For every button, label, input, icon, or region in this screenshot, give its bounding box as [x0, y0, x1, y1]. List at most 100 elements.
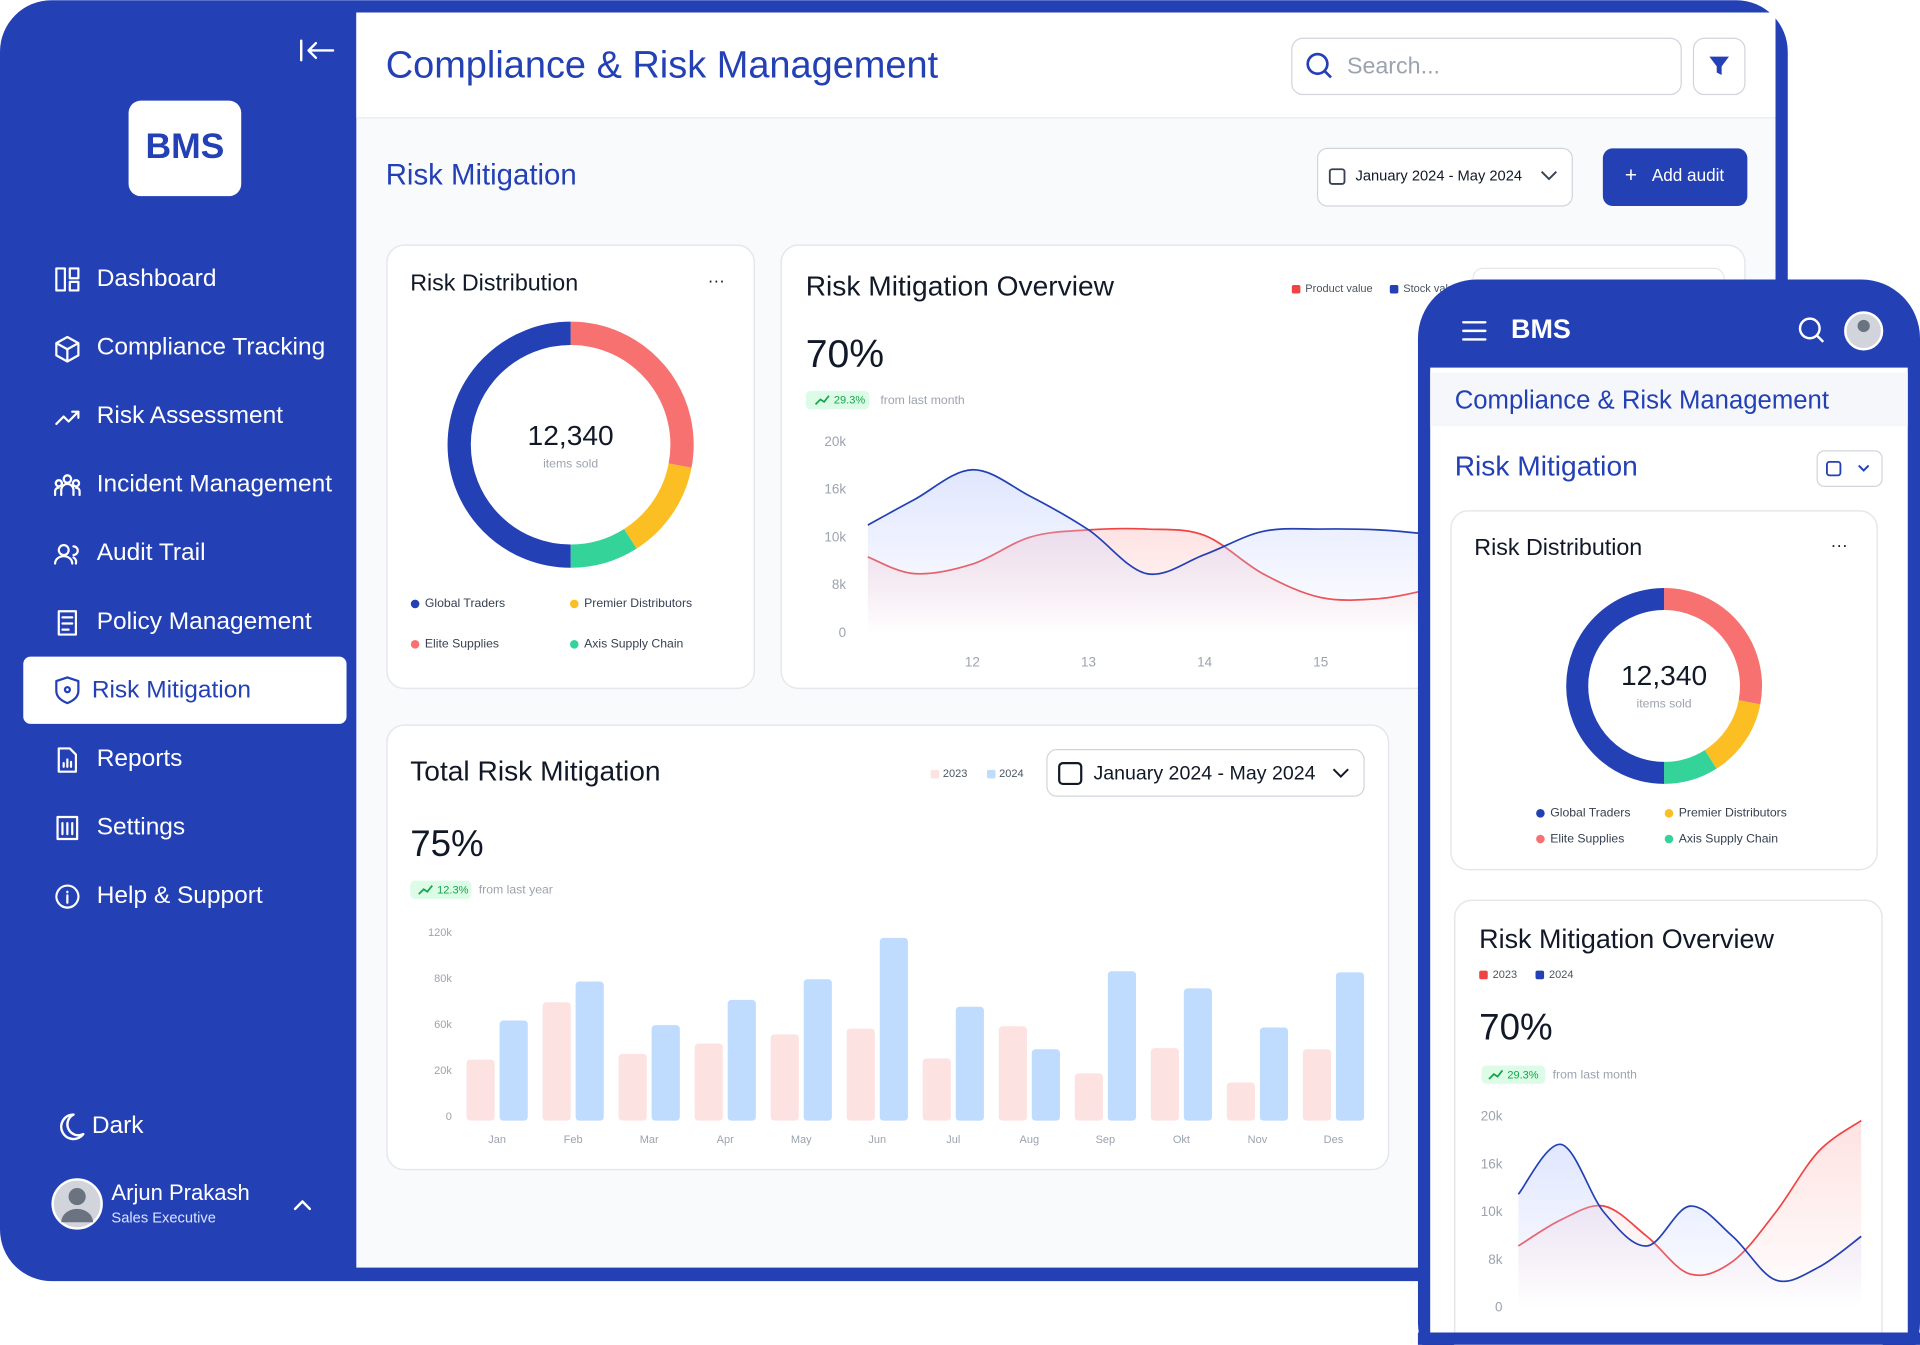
nav-item[interactable]: Incident Management [97, 471, 333, 498]
phone-search-icon[interactable] [1798, 317, 1821, 340]
nav-icon [55, 267, 80, 292]
x-tick-label: 12 [965, 654, 980, 669]
series-area [1518, 1144, 1862, 1309]
calendar-icon [1328, 168, 1346, 185]
logo: BMS [145, 126, 224, 166]
phone-title: Compliance & Risk Management [1455, 387, 1829, 415]
date-chevron [1540, 170, 1558, 181]
bar [575, 981, 604, 1121]
user-menu-chevron[interactable] [293, 1200, 312, 1211]
x-tick-label: Mar [640, 1134, 659, 1146]
legend-swatch [930, 769, 940, 779]
add-audit-button[interactable] [1602, 148, 1748, 206]
collapse-icon[interactable] [300, 39, 335, 62]
donut-segment [1663, 588, 1763, 705]
legend-swatch [1664, 834, 1674, 844]
phone-line-chart: 0 8k 10k 16k 20k 2023 2024 [1479, 969, 1862, 1315]
x-tick-label: Feb [564, 1134, 583, 1146]
donut-chart: Elite Supplies Premier Distributors Axis S… [1536, 588, 1787, 845]
change-value: 29.3% [834, 395, 865, 407]
nav-item[interactable]: Policy Management [97, 608, 312, 635]
bar [803, 979, 832, 1121]
legend-label: Global Traders [425, 596, 505, 610]
bar [1150, 1048, 1179, 1121]
nav-icon [56, 815, 79, 841]
nav-item[interactable]: Audit Trail [97, 539, 206, 566]
menu-icon[interactable] [1462, 321, 1487, 341]
legend-swatch [1291, 284, 1301, 294]
bar [1259, 1027, 1289, 1121]
nav-item-active-bg [23, 656, 347, 724]
nav-item[interactable]: Help & Support [97, 882, 263, 909]
search-placeholder: Search... [1347, 53, 1440, 79]
donut-segment [570, 321, 694, 468]
theme-toggle[interactable]: Dark [92, 1112, 144, 1139]
legend-swatch [1535, 970, 1545, 980]
donut-chart: Elite Supplies Premier Distributors Axis S… [410, 321, 694, 651]
card-menu[interactable]: ··· [708, 270, 725, 290]
change-caption: from last month [880, 393, 965, 407]
bar [1183, 988, 1213, 1121]
date-range-picker[interactable] [1316, 147, 1573, 207]
date-range: January 2024 - May 2024 [1093, 762, 1315, 784]
date-chevron [1858, 464, 1870, 472]
x-tick-label: 15 [1313, 654, 1328, 669]
legend-label: Product value [1305, 283, 1372, 295]
legend-label: Global Traders [1550, 806, 1630, 820]
bar [846, 1028, 875, 1121]
bar [879, 937, 908, 1121]
overview-value: 70% [1479, 1007, 1553, 1048]
avatar-body [61, 1208, 94, 1223]
x-tick-label: Okt [1173, 1134, 1190, 1146]
phone-logo: BMS [1511, 314, 1571, 344]
nav-icon [55, 410, 80, 426]
nav-item[interactable]: Risk Assessment [97, 402, 283, 429]
calendar-icon [1058, 762, 1083, 786]
legend-swatch [1536, 809, 1545, 818]
bar [955, 1006, 984, 1121]
x-tick-label: Des [1324, 1134, 1344, 1146]
nav-item[interactable]: Settings [97, 813, 185, 840]
change-badge [1481, 1065, 1546, 1084]
card-menu[interactable]: ··· [1831, 535, 1848, 555]
phone-date-picker[interactable] [1816, 450, 1883, 487]
legend-swatch [986, 769, 996, 779]
bar [1031, 1049, 1060, 1121]
legend-swatch [570, 640, 579, 649]
x-tick-label: Jun [868, 1134, 886, 1146]
page-title: Risk Mitigation [386, 158, 577, 191]
donut-total: 12,340 [1621, 660, 1707, 691]
phone-distribution-card [1450, 510, 1878, 871]
x-tick-label: 13 [1081, 654, 1096, 669]
nav-item[interactable]: Risk Mitigation [92, 676, 251, 703]
bar [1335, 972, 1365, 1121]
nav-icon [55, 884, 80, 909]
bar [542, 1002, 571, 1121]
card-title: Risk Mitigation Overview [1479, 924, 1774, 954]
bar [727, 999, 756, 1121]
moon-icon [60, 1113, 85, 1141]
x-tick-label: Apr [717, 1134, 734, 1146]
y-tick-label: 20k [434, 1065, 452, 1077]
change-value: 29.3% [1507, 1069, 1538, 1081]
date-range-picker[interactable] [1046, 749, 1365, 797]
series-area [867, 469, 1426, 634]
legend-label: 2023 [1493, 969, 1518, 981]
search-box[interactable] [1291, 37, 1682, 96]
y-tick-label: 8k [832, 577, 846, 592]
logo-box [128, 100, 242, 197]
donut-segment [1704, 699, 1761, 769]
donut-caption: items sold [1637, 697, 1692, 711]
bar [770, 1034, 799, 1121]
add-audit-label: Add audit [1652, 165, 1725, 185]
y-tick-label: 0 [839, 625, 846, 640]
nav-item[interactable]: Compliance Tracking [97, 333, 325, 360]
legend-swatch [1389, 284, 1399, 294]
overview-value: 70% [806, 333, 884, 376]
nav-item[interactable]: Reports [97, 745, 183, 772]
y-tick-label: 0 [446, 1111, 452, 1123]
y-tick-label: 10k [824, 529, 846, 544]
filter-icon [1709, 56, 1729, 75]
y-tick-label: 120k [428, 927, 452, 939]
nav-item[interactable]: Dashboard [97, 265, 217, 292]
